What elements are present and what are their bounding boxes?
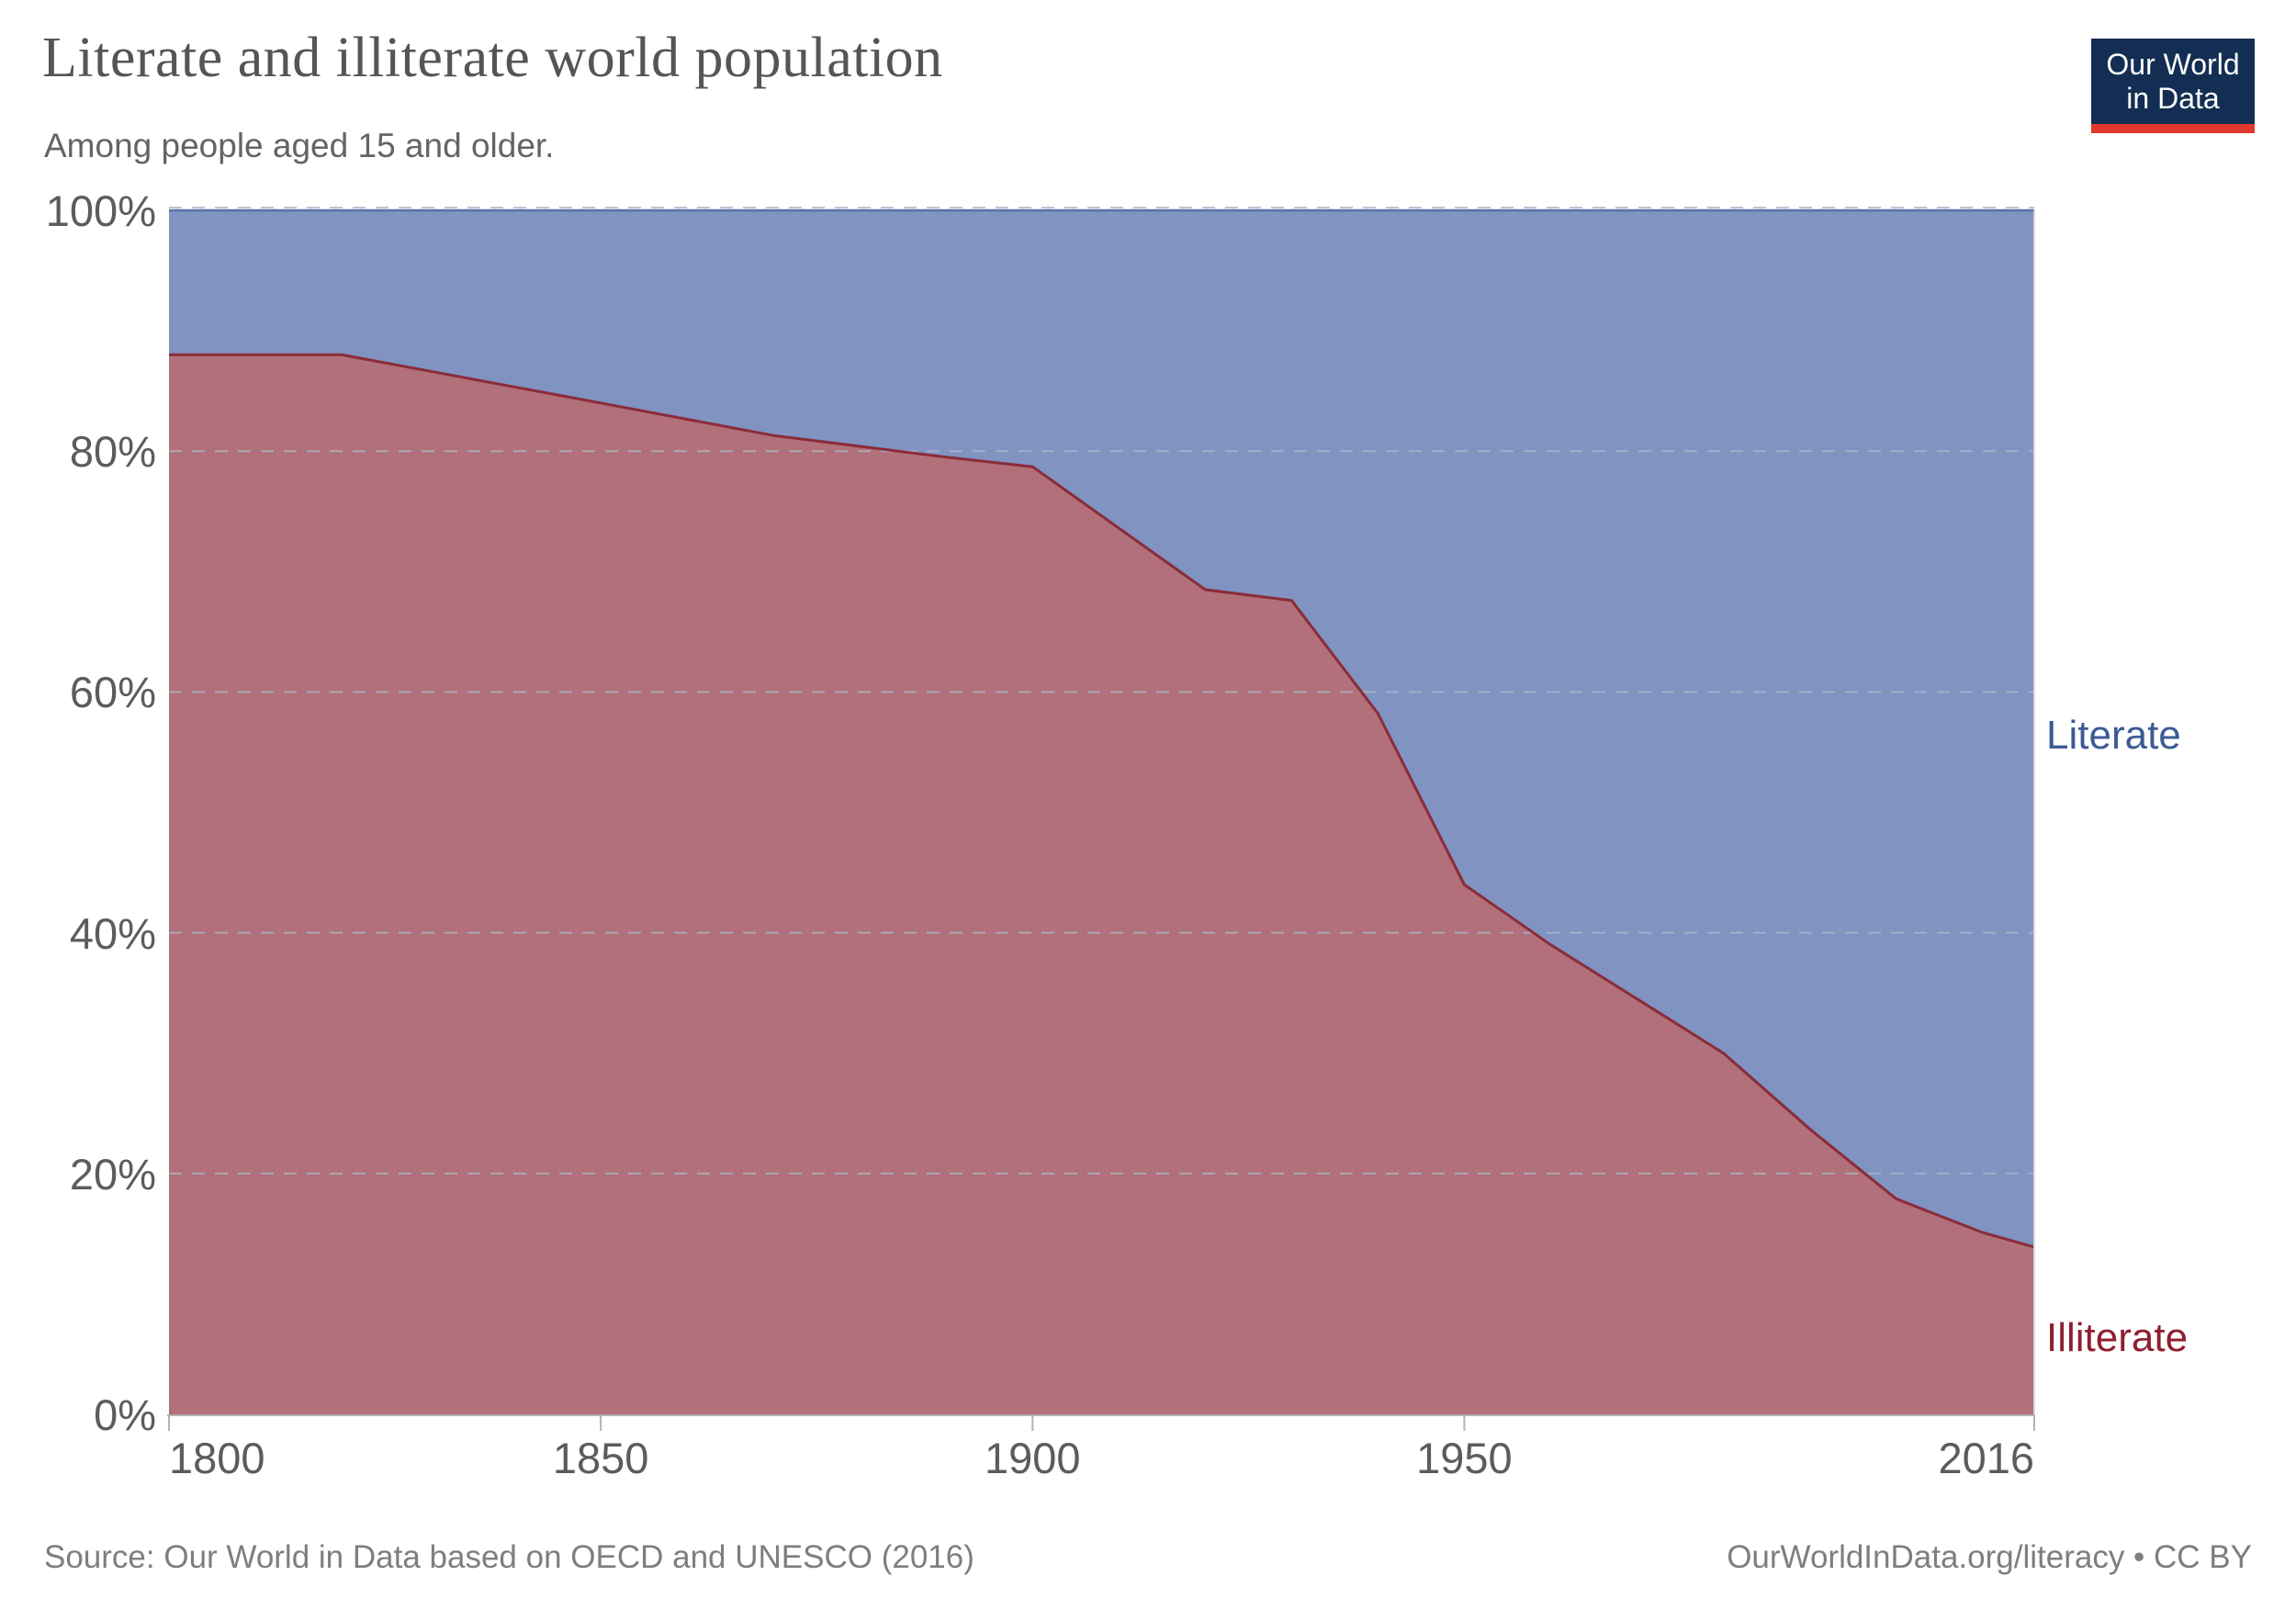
illiterate-area (169, 355, 2034, 1414)
y-tick-label-20: 20% (69, 1149, 156, 1199)
owid-logo-line1: Our World (2106, 47, 2240, 81)
page-subtitle: Among people aged 15 and older. (44, 127, 555, 164)
x-tick-label-1800: 1800 (169, 1434, 265, 1482)
series-label-illiterate: Illiterate (2046, 1315, 2189, 1360)
owid-logo[interactable]: Our World in Data (2091, 39, 2255, 133)
source-note: Source: Our World in Data based on OECD … (44, 1539, 974, 1575)
x-tick-label-1950: 1950 (1416, 1434, 1513, 1482)
series-label-literate: Literate (2046, 713, 2181, 758)
x-tick-label-2016: 2016 (1938, 1434, 2034, 1482)
y-tick-label-60: 60% (69, 668, 156, 717)
owid-logo-line2: in Data (2126, 81, 2220, 115)
license-link[interactable]: OurWorldInData.org/literacy • CC BY (1727, 1539, 2252, 1575)
series-boundary-line (169, 353, 2035, 1249)
x-tick-label-1850: 1850 (552, 1434, 649, 1482)
y-tick-label-80: 80% (69, 427, 156, 477)
x-tick-label-1900: 1900 (984, 1434, 1081, 1482)
page-title: Literate and illiterate world population (42, 27, 943, 89)
y-tick-label-100: 100% (45, 186, 156, 235)
literate-area (169, 210, 2034, 1247)
y-tick-label-0: 0% (94, 1390, 156, 1439)
y-tick-label-40: 40% (69, 908, 156, 958)
